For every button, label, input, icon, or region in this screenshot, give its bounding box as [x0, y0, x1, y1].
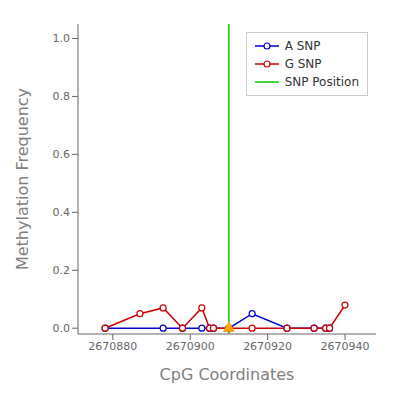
svg-text:2670880: 2670880 — [88, 340, 137, 353]
svg-text:0.2: 0.2 — [53, 264, 71, 277]
svg-text:Methylation Frequency: Methylation Frequency — [13, 88, 32, 270]
svg-text:1.0: 1.0 — [53, 32, 71, 45]
html-text:G SNP: G SNP — [284, 57, 322, 71]
svg-text:2670920: 2670920 — [243, 340, 292, 353]
html-text:SNP Position: SNP Position — [284, 75, 359, 89]
svg-text:0.6: 0.6 — [53, 148, 71, 161]
svg-text:0.8: 0.8 — [53, 90, 71, 103]
svg-text:0.4: 0.4 — [53, 206, 71, 219]
svg-text:2670900: 2670900 — [166, 340, 215, 353]
svg-text:2670940: 2670940 — [321, 340, 370, 353]
svg-text:CpG Coordinates: CpG Coordinates — [160, 365, 295, 384]
svg-text:0.0: 0.0 — [53, 322, 71, 335]
html-text:A SNP: A SNP — [284, 39, 321, 53]
